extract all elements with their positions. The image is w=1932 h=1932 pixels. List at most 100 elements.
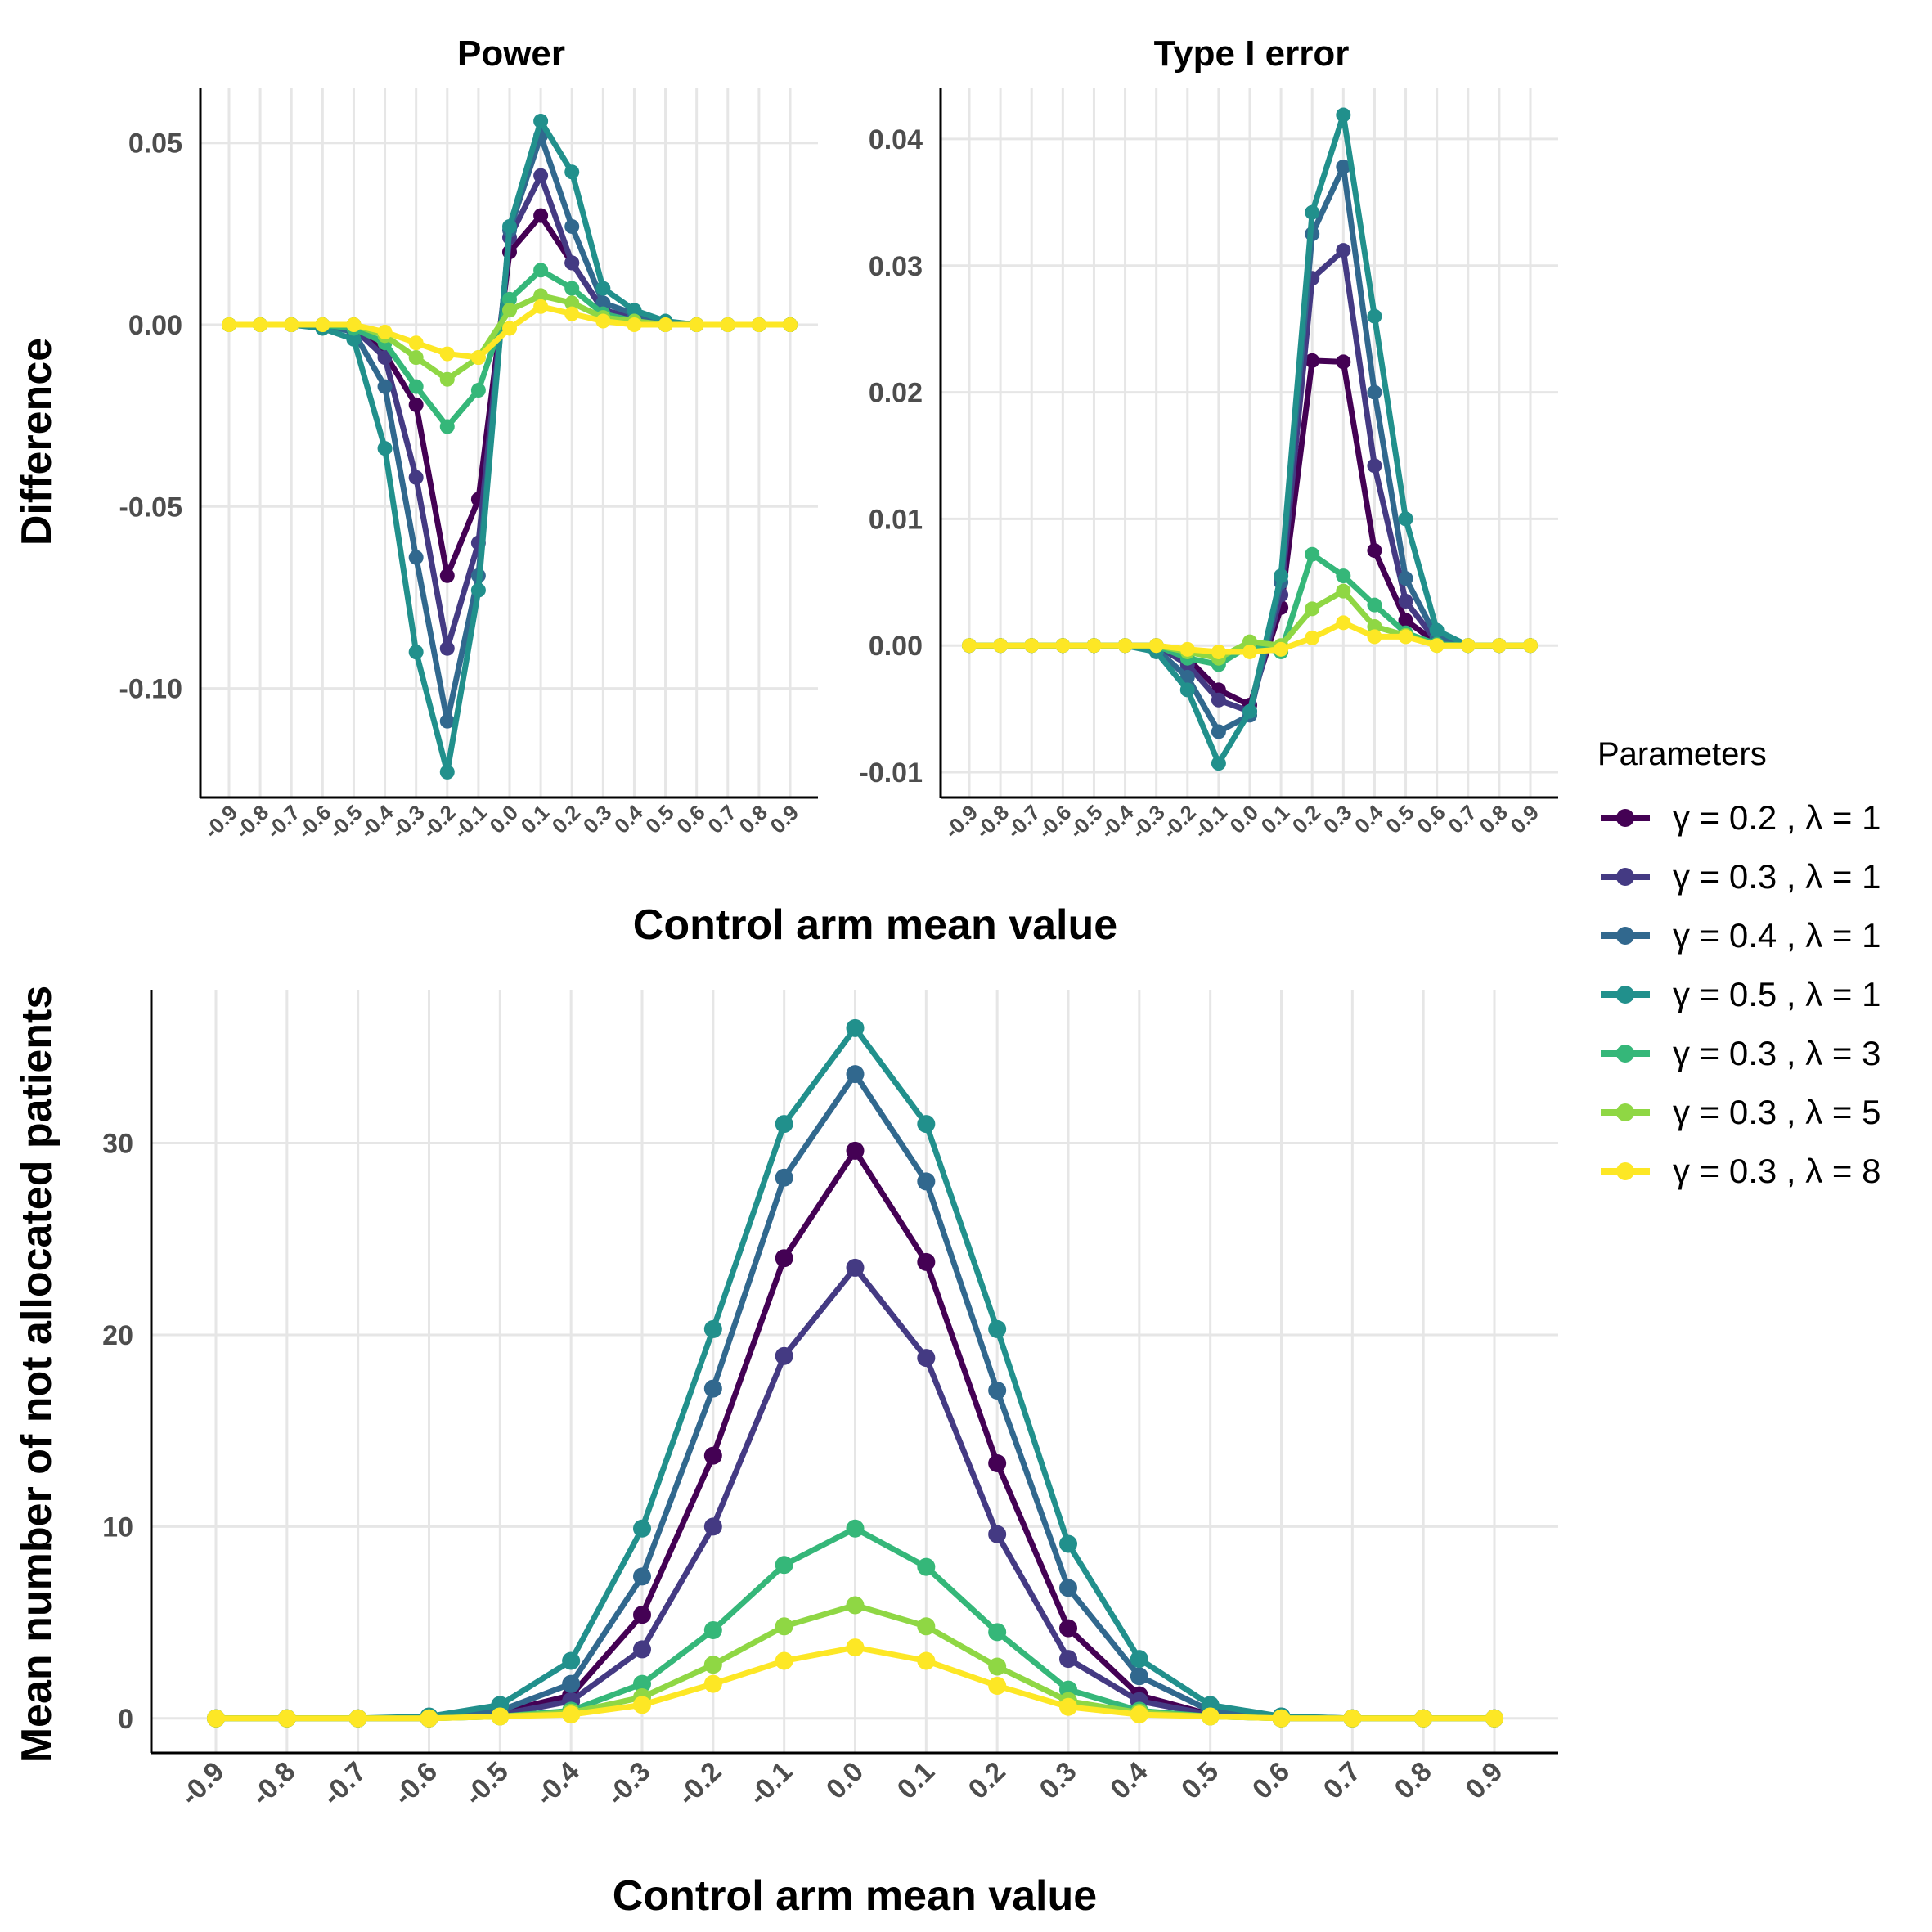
y-tick-label: -0.10 xyxy=(119,674,183,705)
legend-title: Parameters xyxy=(1597,736,1767,772)
bottom-x-axis-title: Control arm mean value xyxy=(613,1872,1097,1920)
x-tick-label: 0.6 xyxy=(1247,1756,1296,1805)
x-tick-label: 0.4 xyxy=(1104,1756,1153,1805)
data-point xyxy=(1211,644,1226,659)
data-point xyxy=(533,263,549,278)
data-point xyxy=(988,1381,1007,1400)
x-tick-label: -0.6 xyxy=(388,1756,443,1812)
data-point xyxy=(1211,724,1226,739)
power-panel: 0.050.00-0.05-0.10-0.9-0.8-0.7-0.6-0.5-0… xyxy=(119,88,818,843)
data-point xyxy=(1367,597,1382,613)
data-point xyxy=(846,1258,865,1277)
data-point xyxy=(775,1115,793,1134)
x-tick-label: 0.9 xyxy=(765,800,803,838)
data-point xyxy=(1201,1707,1220,1726)
data-point xyxy=(1398,613,1413,628)
data-point xyxy=(1429,622,1445,638)
data-point xyxy=(595,295,611,311)
data-point xyxy=(633,1696,651,1714)
data-point xyxy=(988,1454,1007,1473)
legend-label: γ = 0.3 , λ = 8 xyxy=(1673,1152,1880,1190)
data-point xyxy=(408,550,424,565)
legend-key-point xyxy=(1616,809,1634,827)
data-point xyxy=(1460,638,1476,654)
data-point xyxy=(775,1556,793,1575)
data-point xyxy=(1305,204,1320,220)
y-tick-label: 0.00 xyxy=(128,310,182,341)
legend-label: γ = 0.3 , λ = 5 xyxy=(1673,1093,1880,1131)
data-point xyxy=(564,281,580,296)
data-point xyxy=(720,317,735,332)
data-point xyxy=(703,1379,722,1398)
legend-label: γ = 0.5 , λ = 1 xyxy=(1673,975,1880,1013)
data-point xyxy=(1336,615,1351,631)
y-tick-label: 30 xyxy=(102,1129,133,1160)
data-point xyxy=(348,1709,367,1728)
y-tick-label: 0.05 xyxy=(128,128,182,160)
data-point xyxy=(988,1623,1007,1642)
legend-key-point xyxy=(1616,868,1634,886)
data-point xyxy=(439,568,455,583)
data-point xyxy=(1336,568,1351,584)
data-point xyxy=(917,1115,936,1134)
legend-label: γ = 0.4 , λ = 1 xyxy=(1673,916,1880,955)
type1-error-panel: 0.040.030.020.010.00-0.01-0.9-0.8-0.7-0.… xyxy=(860,88,1558,843)
data-point xyxy=(1117,638,1133,654)
data-point xyxy=(439,713,455,729)
data-point xyxy=(775,1617,793,1636)
data-point xyxy=(703,1446,722,1465)
data-point xyxy=(1059,1619,1077,1638)
data-point xyxy=(846,1519,865,1538)
data-point xyxy=(1367,308,1382,324)
data-point xyxy=(470,350,486,366)
data-point xyxy=(633,1519,651,1538)
top-x-axis-title: Control arm mean value xyxy=(633,901,1117,949)
data-point xyxy=(1130,1650,1148,1669)
data-point xyxy=(564,306,580,321)
data-point xyxy=(533,288,549,303)
data-point xyxy=(470,582,486,598)
y-tick-label: -0.01 xyxy=(860,757,923,789)
data-point xyxy=(1059,1697,1077,1716)
data-point xyxy=(1055,638,1071,654)
data-point xyxy=(1148,638,1164,654)
data-point xyxy=(1059,1579,1077,1597)
data-point xyxy=(439,346,455,362)
data-point xyxy=(377,324,393,339)
data-point xyxy=(917,1617,936,1636)
x-tick-label: -0.1 xyxy=(743,1756,798,1812)
legend-label: γ = 0.3 , λ = 3 xyxy=(1673,1034,1880,1072)
data-point xyxy=(562,1674,581,1693)
y-tick-label: 0.03 xyxy=(869,251,923,282)
y-tick-label: -0.05 xyxy=(119,492,183,523)
data-point xyxy=(703,1620,722,1639)
data-point xyxy=(775,1168,793,1187)
x-tick-label: -0.3 xyxy=(600,1756,656,1812)
data-point xyxy=(222,317,236,332)
legend-key-point xyxy=(1616,1103,1634,1121)
data-point xyxy=(689,317,704,332)
legend: γ = 0.2 , λ = 1 γ = 0.3 , λ = 1 γ = 0.4 , … xyxy=(1601,798,1880,1190)
data-point xyxy=(633,1640,651,1659)
data-point xyxy=(1367,458,1382,474)
data-point xyxy=(408,470,424,485)
x-tick-label: -0.8 xyxy=(245,1756,301,1812)
y-tick-label: 0.04 xyxy=(869,124,923,155)
data-point xyxy=(1059,1650,1077,1669)
data-point xyxy=(751,317,766,332)
data-point xyxy=(917,1252,936,1271)
allocation-panel: 30 20 10 0 -0.9 -0.8 -0.7 -0.6 -0.5 -0.4 -0.3 -0.2-… xyxy=(102,990,1558,1812)
data-point xyxy=(1305,353,1320,368)
data-point xyxy=(1398,511,1413,527)
data-point xyxy=(658,317,673,332)
data-point xyxy=(502,291,517,307)
data-point xyxy=(703,1674,722,1693)
data-point xyxy=(1398,629,1413,645)
data-point xyxy=(207,1709,225,1728)
data-point xyxy=(1367,618,1382,634)
data-point xyxy=(1336,354,1351,370)
data-point xyxy=(1305,601,1320,617)
data-point xyxy=(1086,638,1102,654)
data-point xyxy=(1059,1534,1077,1553)
data-point xyxy=(1398,571,1413,586)
